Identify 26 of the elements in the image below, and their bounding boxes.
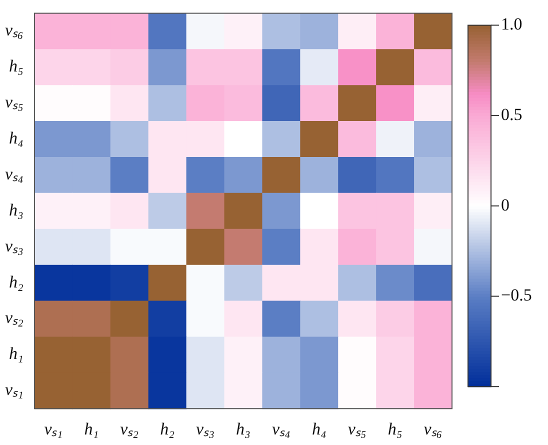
x-tick-label: vₛ₅ xyxy=(348,419,366,438)
y-tick-label: vₛ₂ xyxy=(4,308,24,328)
x-tick-label: h₃ xyxy=(236,419,251,438)
x-tick-label: vₛ₂ xyxy=(120,419,139,438)
color-bar-label: −0.5 xyxy=(501,286,532,305)
y-tick-label: h₃ xyxy=(9,200,24,220)
y-tick-label: vₛ₅ xyxy=(4,92,24,112)
x-tick-label: vₛ₃ xyxy=(196,419,215,438)
x-tick-label: h₁ xyxy=(84,419,99,438)
color-bar-label: 1.0 xyxy=(501,14,522,34)
x-tick-label: h₄ xyxy=(312,419,326,438)
x-tick-label: h₂ xyxy=(160,419,175,438)
y-tick-label: vₛ₆ xyxy=(4,20,24,40)
y-tick-label: h₄ xyxy=(9,128,24,148)
y-tick-label: vₛ₃ xyxy=(4,236,24,256)
y-tick-label: vₛ₄ xyxy=(4,164,24,184)
y-tick-label: vₛ₁ xyxy=(4,380,24,400)
x-tick-label: vₛ₆ xyxy=(424,419,442,438)
color-bar-label: 0.5 xyxy=(501,105,522,124)
x-tick-label: vₛ₁ xyxy=(44,419,63,438)
y-tick-label: h₂ xyxy=(9,272,24,292)
color-bar-label: 0 xyxy=(501,195,510,214)
y-tick-label: h₅ xyxy=(9,56,24,76)
x-tick-label: h₅ xyxy=(388,419,402,438)
x-tick-label: vₛ₄ xyxy=(272,419,290,438)
y-tick-label: h₁ xyxy=(9,344,24,364)
